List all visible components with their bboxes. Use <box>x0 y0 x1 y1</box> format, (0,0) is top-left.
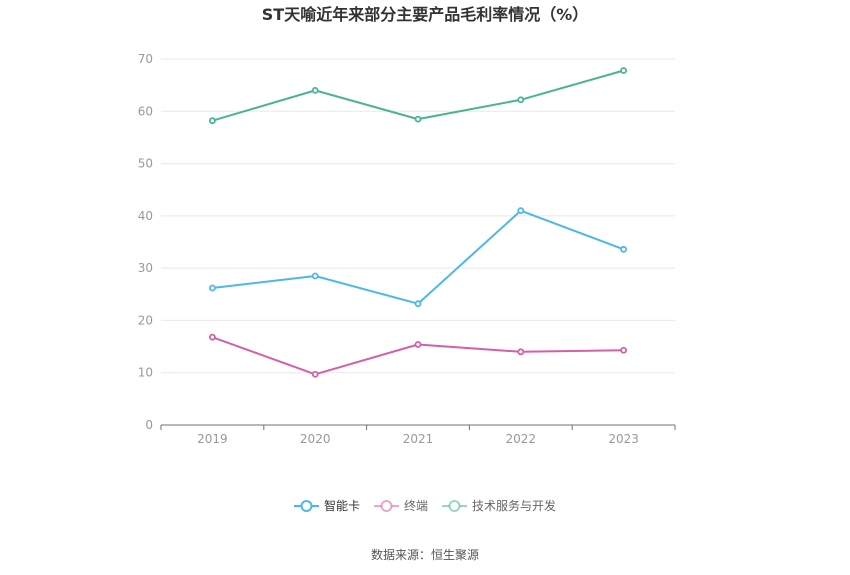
y-tick-label: 0 <box>145 418 153 432</box>
x-tick-label: 2021 <box>403 432 434 446</box>
y-tick-label: 50 <box>138 157 153 171</box>
legend-marker-icon <box>448 500 461 512</box>
legend-item[interactable]: 智能卡 <box>294 498 360 513</box>
data-point[interactable] <box>311 370 319 378</box>
x-tick-label: 2022 <box>506 432 537 446</box>
data-point[interactable] <box>414 115 422 123</box>
legend-item[interactable]: 终端 <box>374 498 428 513</box>
legend[interactable]: 智能卡 终端 技术服务与开发 <box>294 498 556 513</box>
series-line <box>212 69 624 122</box>
chart-title: ST天喻近年来部分主要产品毛利率情况（%） <box>262 5 588 24</box>
series-0 <box>208 207 627 308</box>
x-tick-label: 2020 <box>300 432 331 446</box>
y-tick-label: 10 <box>138 366 153 380</box>
data-point[interactable] <box>208 333 216 341</box>
data-point[interactable] <box>620 346 627 354</box>
series-2 <box>208 67 627 125</box>
legend-label: 智能卡 <box>324 498 360 513</box>
legend-item[interactable]: 技术服务与开发 <box>442 498 556 513</box>
legend-marker-icon <box>300 500 313 512</box>
source-note: 数据来源：恒生聚源 <box>371 547 479 562</box>
data-point[interactable] <box>414 341 422 348</box>
axis-layer: 0 10 20 30 40 50 60 70 2019 2020 2021 2022 2023 <box>138 52 676 446</box>
series-line <box>212 209 624 305</box>
grid-layer <box>161 58 675 374</box>
y-tick-label: 40 <box>138 209 153 223</box>
data-point[interactable] <box>311 86 319 94</box>
series-1 <box>208 333 627 378</box>
series-layer <box>208 67 627 378</box>
legend-marker-icon <box>380 500 393 512</box>
y-tick-label: 20 <box>138 313 153 327</box>
y-tick-label: 30 <box>138 261 153 275</box>
x-tick-label: 2023 <box>608 432 639 446</box>
data-point[interactable] <box>208 117 216 125</box>
data-point[interactable] <box>620 245 627 253</box>
legend-label: 技术服务与开发 <box>472 498 556 513</box>
data-point[interactable] <box>517 96 525 104</box>
data-point[interactable] <box>414 300 422 308</box>
data-point[interactable] <box>620 67 627 74</box>
legend-label: 终端 <box>404 498 428 513</box>
y-tick-label: 70 <box>138 52 153 66</box>
y-tick-label: 60 <box>138 104 153 118</box>
x-tick-label: 2019 <box>197 432 228 446</box>
data-point[interactable] <box>517 348 525 356</box>
data-point[interactable] <box>208 284 216 292</box>
data-point[interactable] <box>517 207 525 215</box>
data-point[interactable] <box>311 272 319 280</box>
